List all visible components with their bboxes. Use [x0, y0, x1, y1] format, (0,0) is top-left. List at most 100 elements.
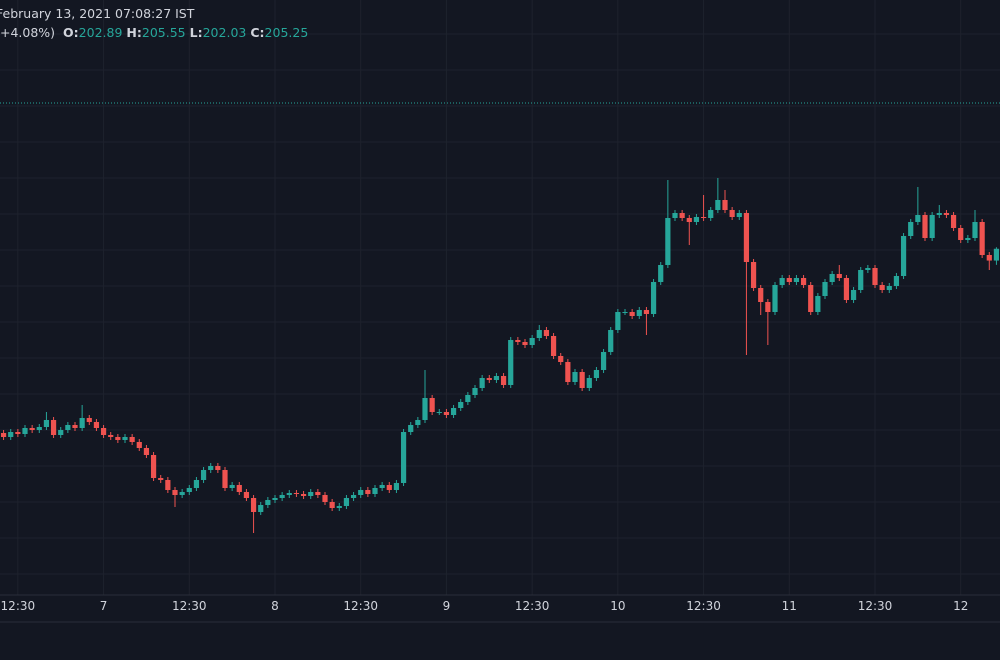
candle-body: [922, 215, 928, 238]
candle-body: [515, 340, 521, 342]
candle-body: [993, 248, 1000, 261]
candle-body: [550, 336, 557, 356]
candle-body: [379, 485, 385, 488]
candle-body: [529, 338, 535, 345]
candle-body: [479, 378, 485, 388]
candle-body: [843, 278, 850, 300]
candle-body: [422, 398, 428, 420]
candle-body: [436, 412, 442, 413]
candle-body: [208, 466, 214, 470]
candle-body: [672, 213, 678, 218]
candle-body: [893, 276, 900, 286]
candle-body: [29, 428, 35, 430]
ohlc-value: 202.89: [78, 25, 123, 40]
candle-body: [665, 218, 671, 265]
candle-body: [236, 485, 242, 492]
candle-body: [965, 238, 971, 240]
candle-body: [658, 265, 664, 282]
candle-body: [929, 215, 935, 238]
candle-body: [193, 480, 200, 488]
candle-body: [729, 210, 735, 217]
candle-body: [936, 213, 942, 215]
candle-body: [486, 378, 492, 380]
candle-body: [300, 494, 307, 496]
candle-body: [693, 217, 700, 222]
candle-body: [358, 490, 364, 495]
candle-body: [636, 310, 642, 316]
x-tick-label: 9: [443, 599, 451, 613]
candle-body: [122, 437, 128, 440]
candle-body: [115, 437, 121, 440]
x-tick-label: 12:30: [686, 599, 721, 613]
candle-body: [22, 428, 28, 434]
candle-body: [579, 372, 585, 388]
candle-body: [165, 480, 171, 490]
candle-body: [679, 213, 685, 218]
candle-body: [865, 268, 871, 270]
candle-body: [872, 268, 878, 285]
candle-body: [72, 425, 78, 428]
candle-body: [279, 495, 285, 498]
candle-body: [900, 236, 907, 276]
candle-body: [286, 493, 292, 495]
candle-body: [322, 495, 328, 502]
candle-body: [215, 466, 221, 470]
candle-body: [915, 215, 921, 222]
candle-body: [708, 210, 714, 218]
candle-body: [50, 420, 57, 435]
candle-body: [715, 200, 721, 210]
ohlc-line: +4.08%) O:202.89 H:205.55 L:202.03 C:205.25: [0, 23, 308, 42]
candle-body: [250, 498, 257, 512]
change: +4.08%): [0, 25, 56, 40]
candle-body: [522, 342, 528, 345]
candle-body: [536, 330, 542, 338]
candle-body: [272, 498, 278, 500]
timestamp: February 13, 2021 07:08:27 IST: [0, 6, 195, 21]
candle-body: [86, 418, 92, 422]
candle-body: [593, 370, 600, 378]
candle-body: [858, 270, 864, 290]
candle-body: [886, 286, 892, 290]
candle-body: [786, 278, 792, 282]
candle-body: [815, 296, 821, 312]
candle-body: [950, 215, 957, 228]
candle-body: [743, 213, 750, 262]
candle-body: [565, 362, 571, 382]
candle-body: [472, 388, 478, 395]
candle-body: [108, 435, 114, 437]
candle-body: [329, 502, 335, 508]
candle-body: [43, 420, 50, 427]
ohlc-value: 205.55: [141, 25, 186, 40]
ohlc-label: C:: [250, 25, 265, 40]
candle-body: [229, 485, 235, 488]
candle-body: [450, 408, 457, 415]
candle-body: [615, 312, 621, 330]
candle-body: [800, 278, 807, 285]
candle-body: [986, 255, 992, 261]
candle-body: [222, 470, 228, 488]
candle-body: [150, 455, 157, 478]
candle-body: [172, 490, 178, 495]
candle-body: [972, 222, 978, 238]
candle-body: [58, 430, 64, 435]
candle-body: [793, 278, 800, 282]
candle-body: [700, 217, 707, 218]
candle-body: [943, 213, 950, 215]
candle-body: [429, 398, 435, 412]
candle-body: [850, 290, 857, 300]
candle-body: [558, 356, 564, 362]
ohlc-label: O:: [63, 25, 79, 40]
candle-body: [308, 492, 314, 496]
candle-body: [65, 425, 71, 430]
candle-body: [572, 372, 578, 382]
candle-body: [686, 218, 692, 222]
x-tick-label: 8: [271, 599, 279, 613]
candle-body: [258, 505, 264, 512]
candle-body: [393, 483, 400, 490]
candle-body: [386, 485, 392, 490]
candle-body: [722, 200, 728, 210]
candle-body: [415, 420, 421, 425]
x-tick-label: 10: [610, 599, 625, 613]
candle-body: [408, 425, 414, 432]
